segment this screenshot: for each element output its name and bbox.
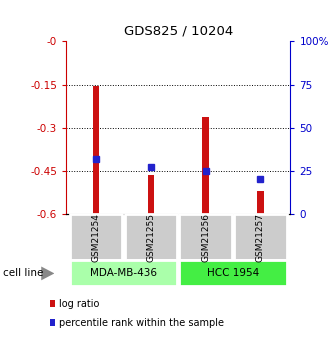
Bar [148, 175, 154, 214]
Text: GSM21257: GSM21257 [256, 213, 265, 262]
Text: log ratio: log ratio [59, 299, 99, 308]
Text: GSM21254: GSM21254 [92, 213, 101, 262]
Bar [93, 86, 99, 214]
Bar [257, 191, 264, 214]
Text: GSM21255: GSM21255 [146, 213, 155, 262]
Text: cell line: cell line [3, 268, 44, 278]
Text: percentile rank within the sample: percentile rank within the sample [59, 318, 224, 327]
Polygon shape [41, 266, 54, 280]
Title: GDS825 / 10204: GDS825 / 10204 [123, 24, 233, 38]
Bar [202, 117, 209, 214]
Text: GSM21256: GSM21256 [201, 213, 210, 262]
Text: MDA-MB-436: MDA-MB-436 [90, 268, 157, 278]
Text: HCC 1954: HCC 1954 [207, 268, 259, 278]
